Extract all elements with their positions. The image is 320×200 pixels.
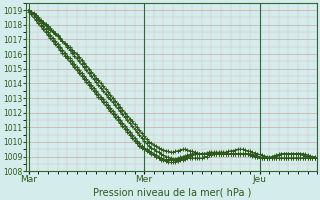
X-axis label: Pression niveau de la mer( hPa ): Pression niveau de la mer( hPa ): [92, 187, 251, 197]
